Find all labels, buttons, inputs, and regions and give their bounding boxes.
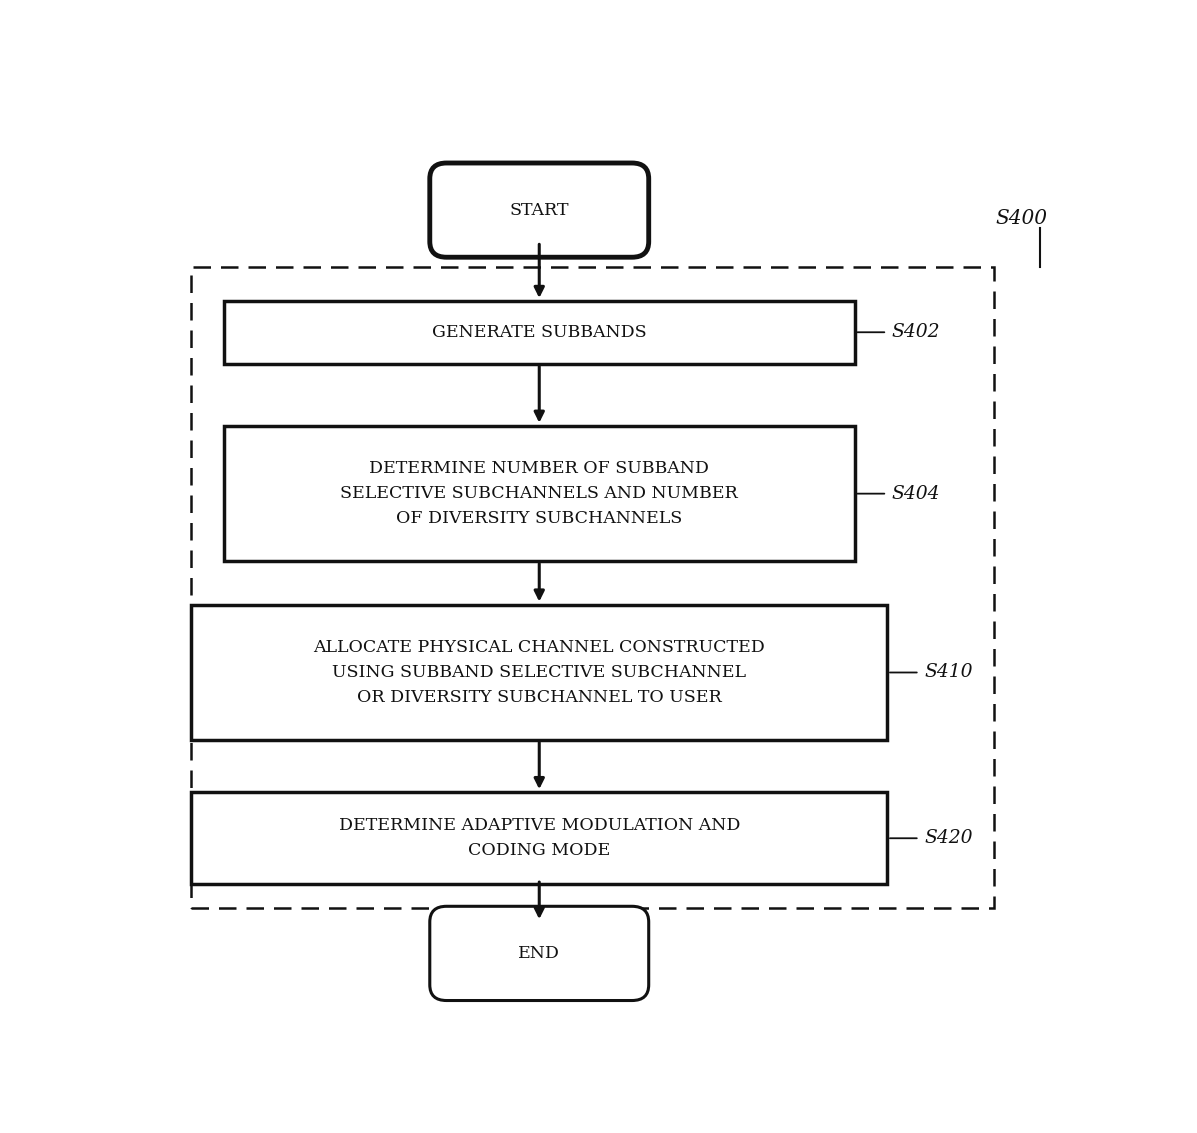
FancyBboxPatch shape xyxy=(430,906,649,1000)
Bar xyxy=(192,792,887,884)
Text: S420: S420 xyxy=(924,829,973,847)
Text: DETERMINE NUMBER OF SUBBAND
SELECTIVE SUBCHANNELS AND NUMBER
OF DIVERSITY SUBCHA: DETERMINE NUMBER OF SUBBAND SELECTIVE SU… xyxy=(340,460,739,527)
Text: DETERMINE ADAPTIVE MODULATION AND
CODING MODE: DETERMINE ADAPTIVE MODULATION AND CODING… xyxy=(339,817,740,859)
Text: ALLOCATE PHYSICAL CHANNEL CONSTRUCTED
USING SUBBAND SELECTIVE SUBCHANNEL
OR DIVE: ALLOCATE PHYSICAL CHANNEL CONSTRUCTED US… xyxy=(314,639,765,706)
Text: S400: S400 xyxy=(996,208,1047,228)
Bar xyxy=(224,301,855,364)
Bar xyxy=(192,605,887,740)
Text: S402: S402 xyxy=(892,323,941,341)
Text: GENERATE SUBBANDS: GENERATE SUBBANDS xyxy=(432,324,646,341)
FancyBboxPatch shape xyxy=(430,163,649,257)
Text: S404: S404 xyxy=(892,485,941,503)
Text: END: END xyxy=(518,945,560,962)
Bar xyxy=(192,267,994,908)
Text: S410: S410 xyxy=(924,664,973,681)
Bar xyxy=(224,426,855,561)
Text: START: START xyxy=(510,202,569,219)
